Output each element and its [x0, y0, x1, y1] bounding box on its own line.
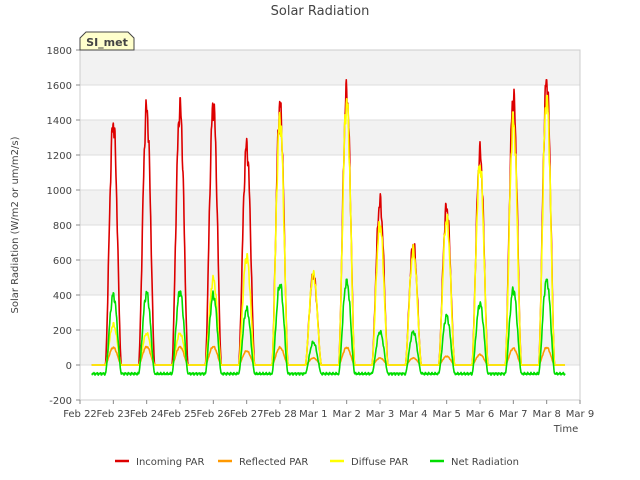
x-tick-label: Mar 7 — [499, 409, 527, 420]
y-tick-label: 1400 — [47, 116, 72, 127]
chart-title: Solar Radiation — [271, 4, 370, 19]
x-tick-label: Feb 27 — [230, 409, 264, 420]
x-tick-label: Feb 26 — [197, 409, 231, 420]
legend-label: Incoming PAR — [136, 457, 205, 468]
y-tick-label: 1800 — [47, 46, 72, 57]
y-axis-ticks: -200 0 200 400 600 800 1000 1200 1400 1600 1800 — [47, 46, 80, 407]
series-line-diffuse-par — [91, 94, 566, 366]
plot-bands — [80, 50, 580, 365]
x-tick-label: Mar 5 — [432, 409, 460, 420]
x-tick-label: Mar 9 — [566, 409, 594, 420]
y-tick-label: 1600 — [47, 81, 72, 92]
y-tick-label: -200 — [49, 396, 72, 407]
y-tick-label: 0 — [66, 361, 72, 372]
plot-band — [80, 330, 580, 365]
x-axis-ticks: Feb 22 Feb 23 Feb 24 Feb 25 Feb 26 Feb 27 Feb … — [63, 400, 594, 420]
y-tick-label: 1000 — [47, 186, 72, 197]
x-tick-label: Feb 24 — [130, 409, 164, 420]
x-tick-label: Mar 1 — [299, 409, 327, 420]
x-tick-label: Feb 23 — [97, 409, 131, 420]
x-tick-label: Mar 8 — [532, 409, 560, 420]
x-tick-label: Mar 3 — [366, 409, 394, 420]
y-tick-label: 800 — [53, 221, 72, 232]
station-label-box: SI_met — [79, 31, 135, 51]
plot-band — [80, 260, 580, 295]
x-tick-label: Mar 4 — [399, 409, 427, 420]
legend-label: Net Radiation — [451, 457, 519, 468]
x-tick-label: Mar 6 — [466, 409, 494, 420]
x-tick-label: Feb 25 — [163, 409, 197, 420]
x-tick-label: Feb 22 — [63, 409, 97, 420]
y-tick-label: 600 — [53, 256, 72, 267]
plot-band — [80, 190, 580, 225]
plot-band — [80, 50, 580, 85]
plot-band — [80, 120, 580, 155]
station-label-shape — [79, 31, 135, 51]
x-axis-label: Time — [553, 424, 578, 435]
station-label: SI_met — [86, 36, 128, 49]
y-tick-label: 200 — [53, 326, 72, 337]
y-axis-label: Solar Radiation (W/m2 or um/m2/s) — [10, 136, 21, 313]
y-tick-label: 1200 — [47, 151, 72, 162]
y-tick-label: 400 — [53, 291, 72, 302]
legend-label: Diffuse PAR — [351, 457, 408, 468]
x-tick-label: Mar 2 — [332, 409, 360, 420]
series-line-net-radiation — [91, 278, 566, 376]
legend-label: Reflected PAR — [239, 457, 308, 468]
data-series — [91, 79, 566, 376]
legend: Incoming PAR Reflected PAR Diffuse PAR Net … — [115, 457, 519, 468]
x-tick-label: Feb 28 — [263, 409, 297, 420]
